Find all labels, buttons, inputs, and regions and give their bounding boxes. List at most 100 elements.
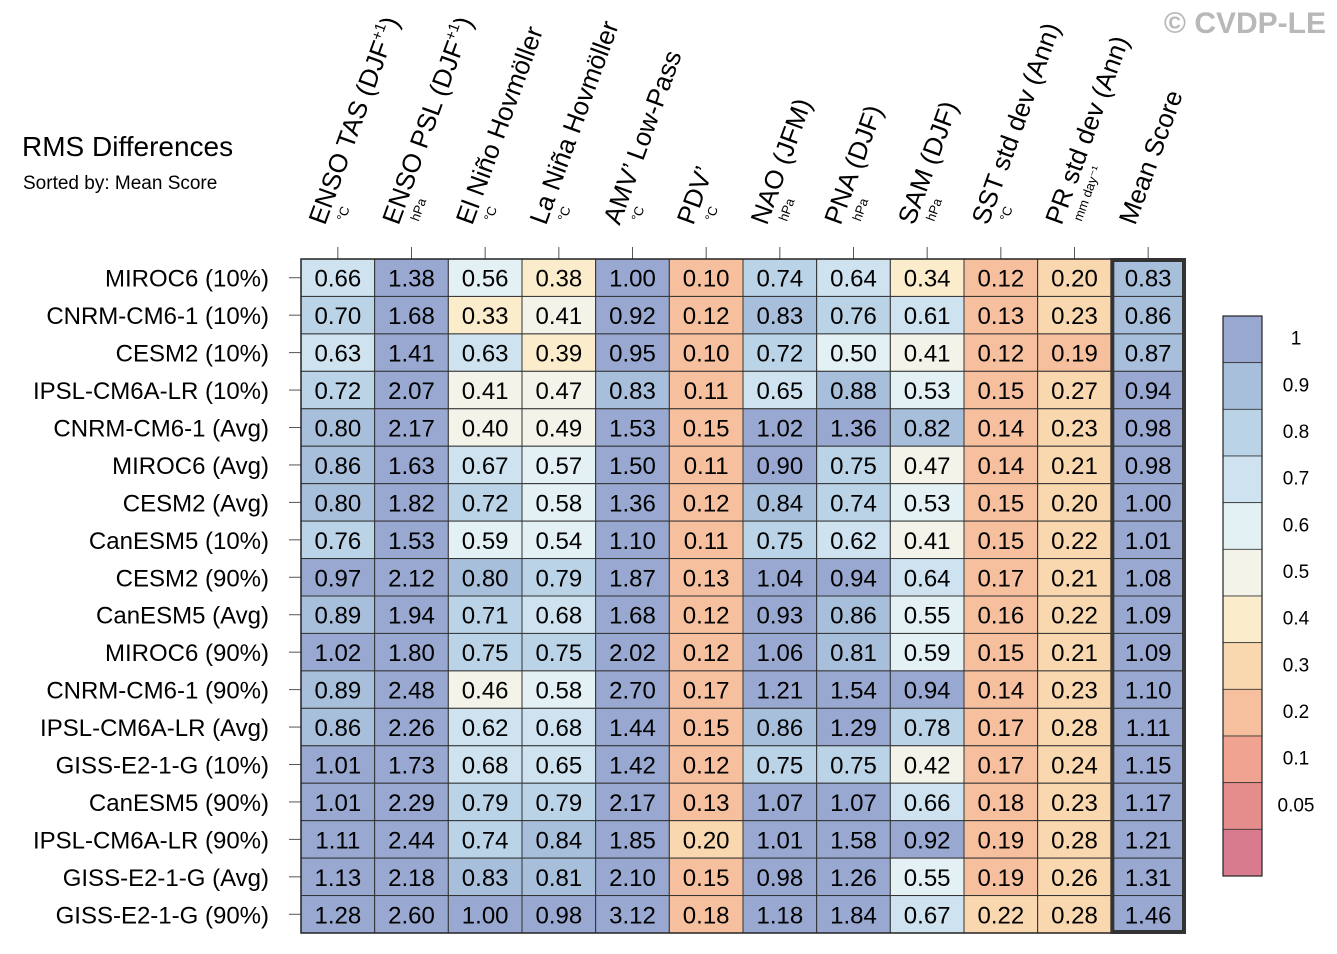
- heatmap-cell: [963, 707, 1039, 747]
- cell-value-label: 0.72: [756, 341, 803, 368]
- heatmap-cell: [889, 595, 965, 634]
- heatmap-cell: [668, 558, 744, 597]
- colorbar-tick-label: 0.4: [1283, 609, 1310, 630]
- row-label: MIROC6 (90%): [105, 640, 269, 667]
- cell-value-label: 0.21: [1051, 453, 1098, 480]
- cell-value-label: 0.65: [756, 378, 803, 405]
- cell-value-label: 1.58: [830, 827, 877, 854]
- heatmap-cell: [300, 895, 376, 934]
- heatmap-cell: [742, 895, 818, 934]
- heatmap-cell: [1037, 707, 1112, 747]
- cell-value-label: 0.22: [1051, 528, 1098, 555]
- heatmap-cell: [742, 707, 818, 747]
- heatmap-cell: [447, 782, 523, 822]
- cell-value-label: 0.79: [462, 790, 509, 817]
- cell-value-label: 0.15: [683, 416, 730, 443]
- heatmap-cell: [1110, 520, 1186, 560]
- cell-value-label: 0.80: [462, 565, 509, 592]
- cell-value-label: 0.62: [830, 528, 877, 555]
- cell-value-label: 0.75: [830, 753, 877, 780]
- cell-value-label: 0.27: [1051, 378, 1098, 405]
- heatmap-cell: [374, 408, 449, 447]
- heatmap-cell: [1110, 370, 1186, 410]
- cell-value-label: 1.28: [314, 902, 361, 929]
- cell-value-label: 2.12: [388, 565, 435, 592]
- cell-value-label: 0.55: [904, 865, 951, 892]
- cell-value-label: 0.98: [535, 902, 582, 929]
- heatmap-cell: [521, 370, 597, 410]
- heatmap-cell: [374, 707, 449, 747]
- heatmap-cell: [521, 895, 597, 934]
- cell-value-label: 0.89: [314, 603, 361, 630]
- row-label: GISS-E2-1-G (90%): [56, 902, 269, 929]
- cell-value-label: 1.02: [756, 416, 803, 443]
- cell-value-label: 0.47: [904, 453, 951, 480]
- colorbar-segment: [1222, 455, 1263, 504]
- cell-value-label: 0.41: [904, 341, 951, 368]
- heatmap-cell: [1037, 483, 1112, 522]
- heatmap-cell: [889, 445, 965, 485]
- cell-value-label: 0.53: [904, 490, 951, 517]
- heatmap-cell: [374, 670, 449, 709]
- colorbar-segment: [1222, 828, 1263, 877]
- cell-value-label: 0.89: [314, 678, 361, 705]
- heatmap-cell: [816, 745, 891, 784]
- heatmap-cell: [668, 258, 744, 297]
- cell-value-label: 0.50: [830, 341, 877, 368]
- row-label: IPSL-CM6A-LR (90%): [33, 827, 269, 854]
- cell-value-label: 1.36: [830, 416, 877, 443]
- cell-value-label: 0.86: [314, 715, 361, 742]
- cell-value-label: 2.18: [388, 865, 435, 892]
- cell-value-label: 0.19: [977, 865, 1024, 892]
- cell-value-label: 1.84: [830, 902, 877, 929]
- cell-value-label: 0.86: [314, 453, 361, 480]
- colorbar-tick-label: 0.8: [1283, 422, 1309, 443]
- cell-value-label: 1.44: [609, 715, 656, 742]
- heatmap-cell: [742, 483, 818, 522]
- heatmap-cell: [1037, 857, 1112, 897]
- colorbar-tick-label: 0.9: [1283, 375, 1309, 396]
- cell-value-label: 0.79: [535, 790, 582, 817]
- row-label: MIROC6 (Avg): [112, 453, 269, 480]
- cell-value-label: 2.48: [388, 678, 435, 705]
- heatmap-cell: [595, 670, 670, 709]
- cell-value-label: 1.41: [388, 341, 435, 368]
- cell-value-label: 0.23: [1051, 416, 1098, 443]
- heatmap-cell: [742, 632, 818, 672]
- cell-value-label: 0.15: [977, 490, 1024, 517]
- heatmap-cell: [1110, 483, 1186, 522]
- cell-value-label: 0.59: [904, 640, 951, 667]
- cell-value-label: 0.16: [977, 603, 1024, 630]
- colorbar-segment: [1222, 595, 1263, 644]
- cell-value-label: 0.61: [904, 303, 951, 330]
- heatmap-cell: [963, 483, 1039, 522]
- heatmap-cell: [889, 258, 965, 297]
- cell-value-label: 1.80: [388, 640, 435, 667]
- cell-value-label: 2.10: [609, 865, 656, 892]
- cell-value-label: 0.13: [683, 565, 730, 592]
- heatmap-cell: [963, 558, 1039, 597]
- cell-value-label: 1.15: [1125, 753, 1172, 780]
- heatmap-cell: [374, 558, 449, 597]
- cell-value-label: 0.97: [314, 565, 361, 592]
- cell-value-label: 0.98: [1125, 453, 1172, 480]
- cell-value-label: 0.12: [977, 266, 1024, 293]
- cell-value-label: 1.73: [388, 753, 435, 780]
- heatmap-cell: [889, 558, 965, 597]
- cell-value-label: 0.14: [977, 678, 1024, 705]
- row-label: IPSL-CM6A-LR (10%): [33, 378, 269, 405]
- cell-value-label: 1.18: [756, 902, 803, 929]
- heatmap-cell: [668, 483, 744, 522]
- heatmap-cell: [447, 857, 523, 897]
- heatmap-cell: [1037, 895, 1112, 934]
- cell-value-label: 1.10: [1125, 678, 1172, 705]
- cell-value-label: 0.72: [314, 378, 361, 405]
- row-label: CESM2 (Avg): [123, 490, 269, 517]
- cell-value-label: 0.98: [756, 865, 803, 892]
- heatmap-cell: [521, 670, 597, 709]
- cell-value-label: 0.56: [462, 266, 509, 293]
- cell-value-label: 1.26: [830, 865, 877, 892]
- heatmap-cell: [595, 370, 670, 410]
- cell-value-label: 0.82: [904, 416, 951, 443]
- cell-value-label: 0.90: [756, 453, 803, 480]
